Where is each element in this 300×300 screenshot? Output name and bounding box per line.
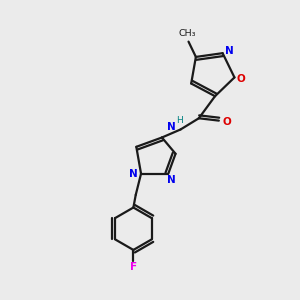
Text: O: O xyxy=(237,74,245,84)
Text: CH₃: CH₃ xyxy=(178,29,196,38)
Text: N: N xyxy=(167,122,176,132)
Text: O: O xyxy=(222,117,231,127)
Text: N: N xyxy=(129,169,138,179)
Text: H: H xyxy=(176,116,182,125)
Text: F: F xyxy=(130,262,137,272)
Text: N: N xyxy=(225,46,233,56)
Text: N: N xyxy=(167,175,176,185)
